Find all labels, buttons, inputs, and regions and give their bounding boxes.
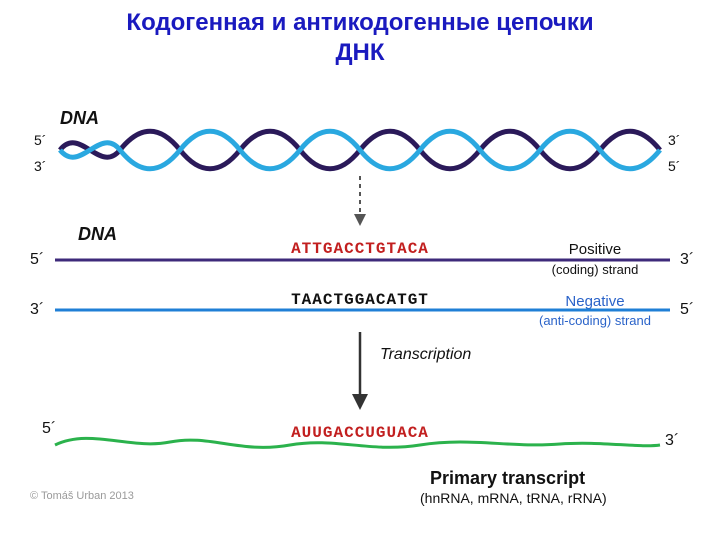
- arrow-unwind-icon: [354, 176, 366, 226]
- diagram-svg: [0, 0, 720, 540]
- rna-strand-line: [55, 438, 660, 447]
- arrow-transcription-icon: [352, 332, 368, 410]
- dna-helix-icon: [60, 131, 660, 169]
